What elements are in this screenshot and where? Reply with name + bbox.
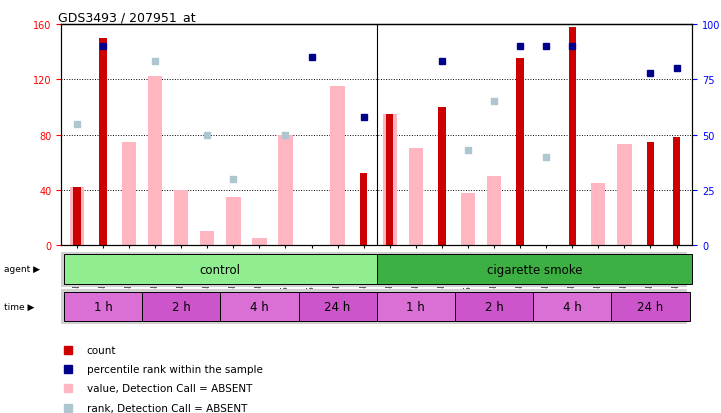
Bar (647, 142, 654, 246)
Text: value, Detection Call = ABSENT: value, Detection Call = ABSENT (87, 384, 252, 394)
Bar (122, 142, 136, 246)
Text: 24 h: 24 h (637, 300, 663, 313)
Text: 1 h: 1 h (94, 300, 112, 313)
FancyBboxPatch shape (298, 292, 376, 321)
Text: 4 h: 4 h (563, 300, 582, 313)
Text: 2 h: 2 h (172, 300, 190, 313)
FancyBboxPatch shape (64, 292, 142, 321)
FancyBboxPatch shape (376, 292, 455, 321)
FancyBboxPatch shape (221, 292, 298, 321)
Text: 4 h: 4 h (250, 300, 269, 313)
Text: agent ▶: agent ▶ (4, 265, 40, 274)
Bar (200, 232, 214, 246)
FancyBboxPatch shape (376, 255, 692, 284)
Bar (330, 87, 345, 246)
Bar (74, 188, 81, 246)
FancyBboxPatch shape (533, 292, 611, 321)
FancyBboxPatch shape (64, 255, 376, 284)
Bar (591, 184, 606, 246)
Bar (360, 174, 367, 246)
Bar (148, 77, 162, 246)
FancyBboxPatch shape (142, 292, 221, 321)
Text: 24 h: 24 h (324, 300, 350, 313)
Text: cigarette smoke: cigarette smoke (487, 263, 582, 276)
Text: time ▶: time ▶ (4, 302, 34, 311)
FancyBboxPatch shape (611, 292, 689, 321)
Bar (174, 190, 188, 246)
Text: 2 h: 2 h (485, 300, 503, 313)
Bar (278, 135, 293, 246)
Bar (487, 177, 501, 246)
Bar (461, 193, 475, 246)
Text: percentile rank within the sample: percentile rank within the sample (87, 364, 262, 375)
Text: count: count (87, 345, 116, 355)
Bar (617, 145, 632, 246)
Bar (386, 114, 394, 246)
Bar (569, 28, 576, 246)
Bar (252, 239, 267, 246)
Text: GDS3493 / 207951_at: GDS3493 / 207951_at (58, 11, 196, 24)
Bar (70, 188, 84, 246)
Bar (516, 59, 523, 246)
FancyBboxPatch shape (455, 292, 533, 321)
Text: control: control (200, 263, 241, 276)
Bar (409, 149, 423, 246)
Bar (673, 138, 680, 246)
Bar (438, 108, 446, 246)
Bar (226, 197, 241, 246)
Text: rank, Detection Call = ABSENT: rank, Detection Call = ABSENT (87, 403, 247, 413)
Bar (99, 38, 107, 246)
Text: 1 h: 1 h (407, 300, 425, 313)
Bar (383, 114, 397, 246)
